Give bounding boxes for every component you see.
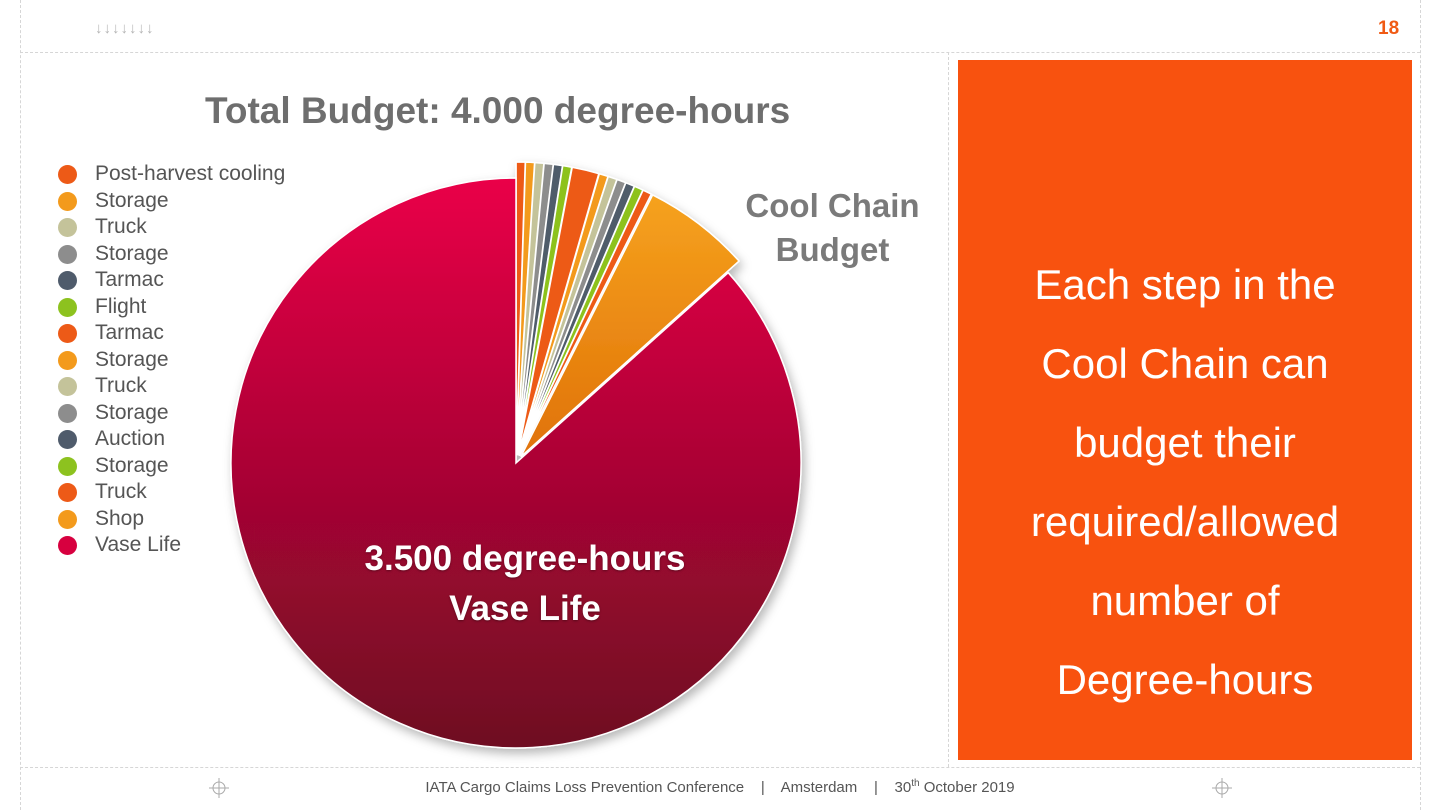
- legend-swatch: [58, 536, 77, 555]
- legend-swatch: [58, 509, 77, 529]
- message-line: Degree-hours: [1056, 656, 1314, 703]
- legend-label: Truck: [95, 480, 147, 503]
- arrow-indicators: ↓↓↓↓↓↓↓: [95, 20, 155, 37]
- footer-separator: |: [760, 779, 765, 796]
- message-line: number of: [1090, 577, 1280, 624]
- legend-label: Truck: [95, 215, 147, 238]
- footer-date-rest: October 2019: [919, 779, 1015, 796]
- legend-label: Storage: [95, 400, 169, 424]
- legend-swatch: [58, 218, 77, 237]
- page-number: 18: [1378, 18, 1400, 39]
- footer-conference: IATA Cargo Claims Loss Prevention Confer…: [425, 779, 745, 796]
- legend-swatch: [58, 377, 77, 396]
- legend-swatch: [58, 430, 77, 449]
- legend-label: Tarmac: [95, 268, 164, 291]
- pie-slice-shop: [520, 193, 741, 458]
- message-text: Each step in the Cool Chain can budget t…: [958, 245, 1412, 719]
- slice-label-line-2: Vase Life: [449, 589, 601, 628]
- vase-life-slice-label: 3.500 degree-hours Vase Life: [300, 534, 750, 634]
- legend-swatch: [58, 403, 77, 423]
- left-border: [20, 0, 21, 810]
- legend-swatch: [58, 191, 77, 211]
- pie-slice-vase-life: [230, 177, 802, 749]
- pie-chart: [230, 161, 802, 749]
- legend-label: Shop: [95, 506, 145, 530]
- legend-swatch: [58, 271, 77, 290]
- legend-swatch: [58, 165, 77, 184]
- message-line: required/allowed: [1030, 498, 1340, 545]
- message-line: budget their: [1074, 419, 1296, 466]
- cool-chain-callout: Cool Chain Budget: [700, 184, 965, 272]
- legend-swatch: [58, 350, 77, 370]
- legend-label: Storage: [95, 453, 169, 477]
- right-border: [1420, 0, 1421, 810]
- top-divider: [20, 52, 1420, 53]
- message-box: Each step in the Cool Chain can budget t…: [958, 60, 1412, 760]
- legend-label: Truck: [95, 374, 147, 397]
- legend-label: Storage: [95, 188, 169, 212]
- legend-swatch: [58, 324, 77, 343]
- callout-line-2: Budget: [775, 231, 890, 268]
- slice-label-line-1: 3.500 degree-hours: [364, 539, 686, 578]
- legend-label: Auction: [95, 427, 166, 450]
- footer-date-day: 30: [894, 779, 912, 796]
- footer-city: Amsterdam: [780, 779, 858, 796]
- pie-slice-truck: [518, 189, 653, 457]
- message-line: Cool Chain can: [1041, 340, 1329, 387]
- center-divider: [948, 52, 949, 767]
- legend-label: Flight: [95, 294, 147, 318]
- chart-title: Total Budget: 4.000 degree-hours: [205, 90, 791, 131]
- bottom-divider: [20, 767, 1420, 768]
- crosshair-icon: [1212, 778, 1232, 798]
- legend-label: Storage: [95, 347, 169, 371]
- footer: IATA Cargo Claims Loss Prevention Confer…: [0, 778, 1440, 796]
- crosshair-icon: [209, 778, 229, 798]
- legend-label: Storage: [95, 241, 169, 265]
- message-line: Each step in the: [1034, 261, 1336, 308]
- legend-swatch: [58, 483, 77, 502]
- footer-date-suffix: th: [911, 778, 920, 789]
- legend-label: Vase Life: [95, 533, 181, 556]
- legend-label: Tarmac: [95, 321, 164, 344]
- legend-swatch: [58, 456, 77, 476]
- legend-swatch: [58, 244, 77, 264]
- callout-line-1: Cool Chain: [745, 187, 920, 224]
- footer-separator: |: [873, 779, 878, 796]
- legend-swatch: [58, 297, 77, 317]
- legend-label: Post-harvest cooling: [95, 162, 286, 185]
